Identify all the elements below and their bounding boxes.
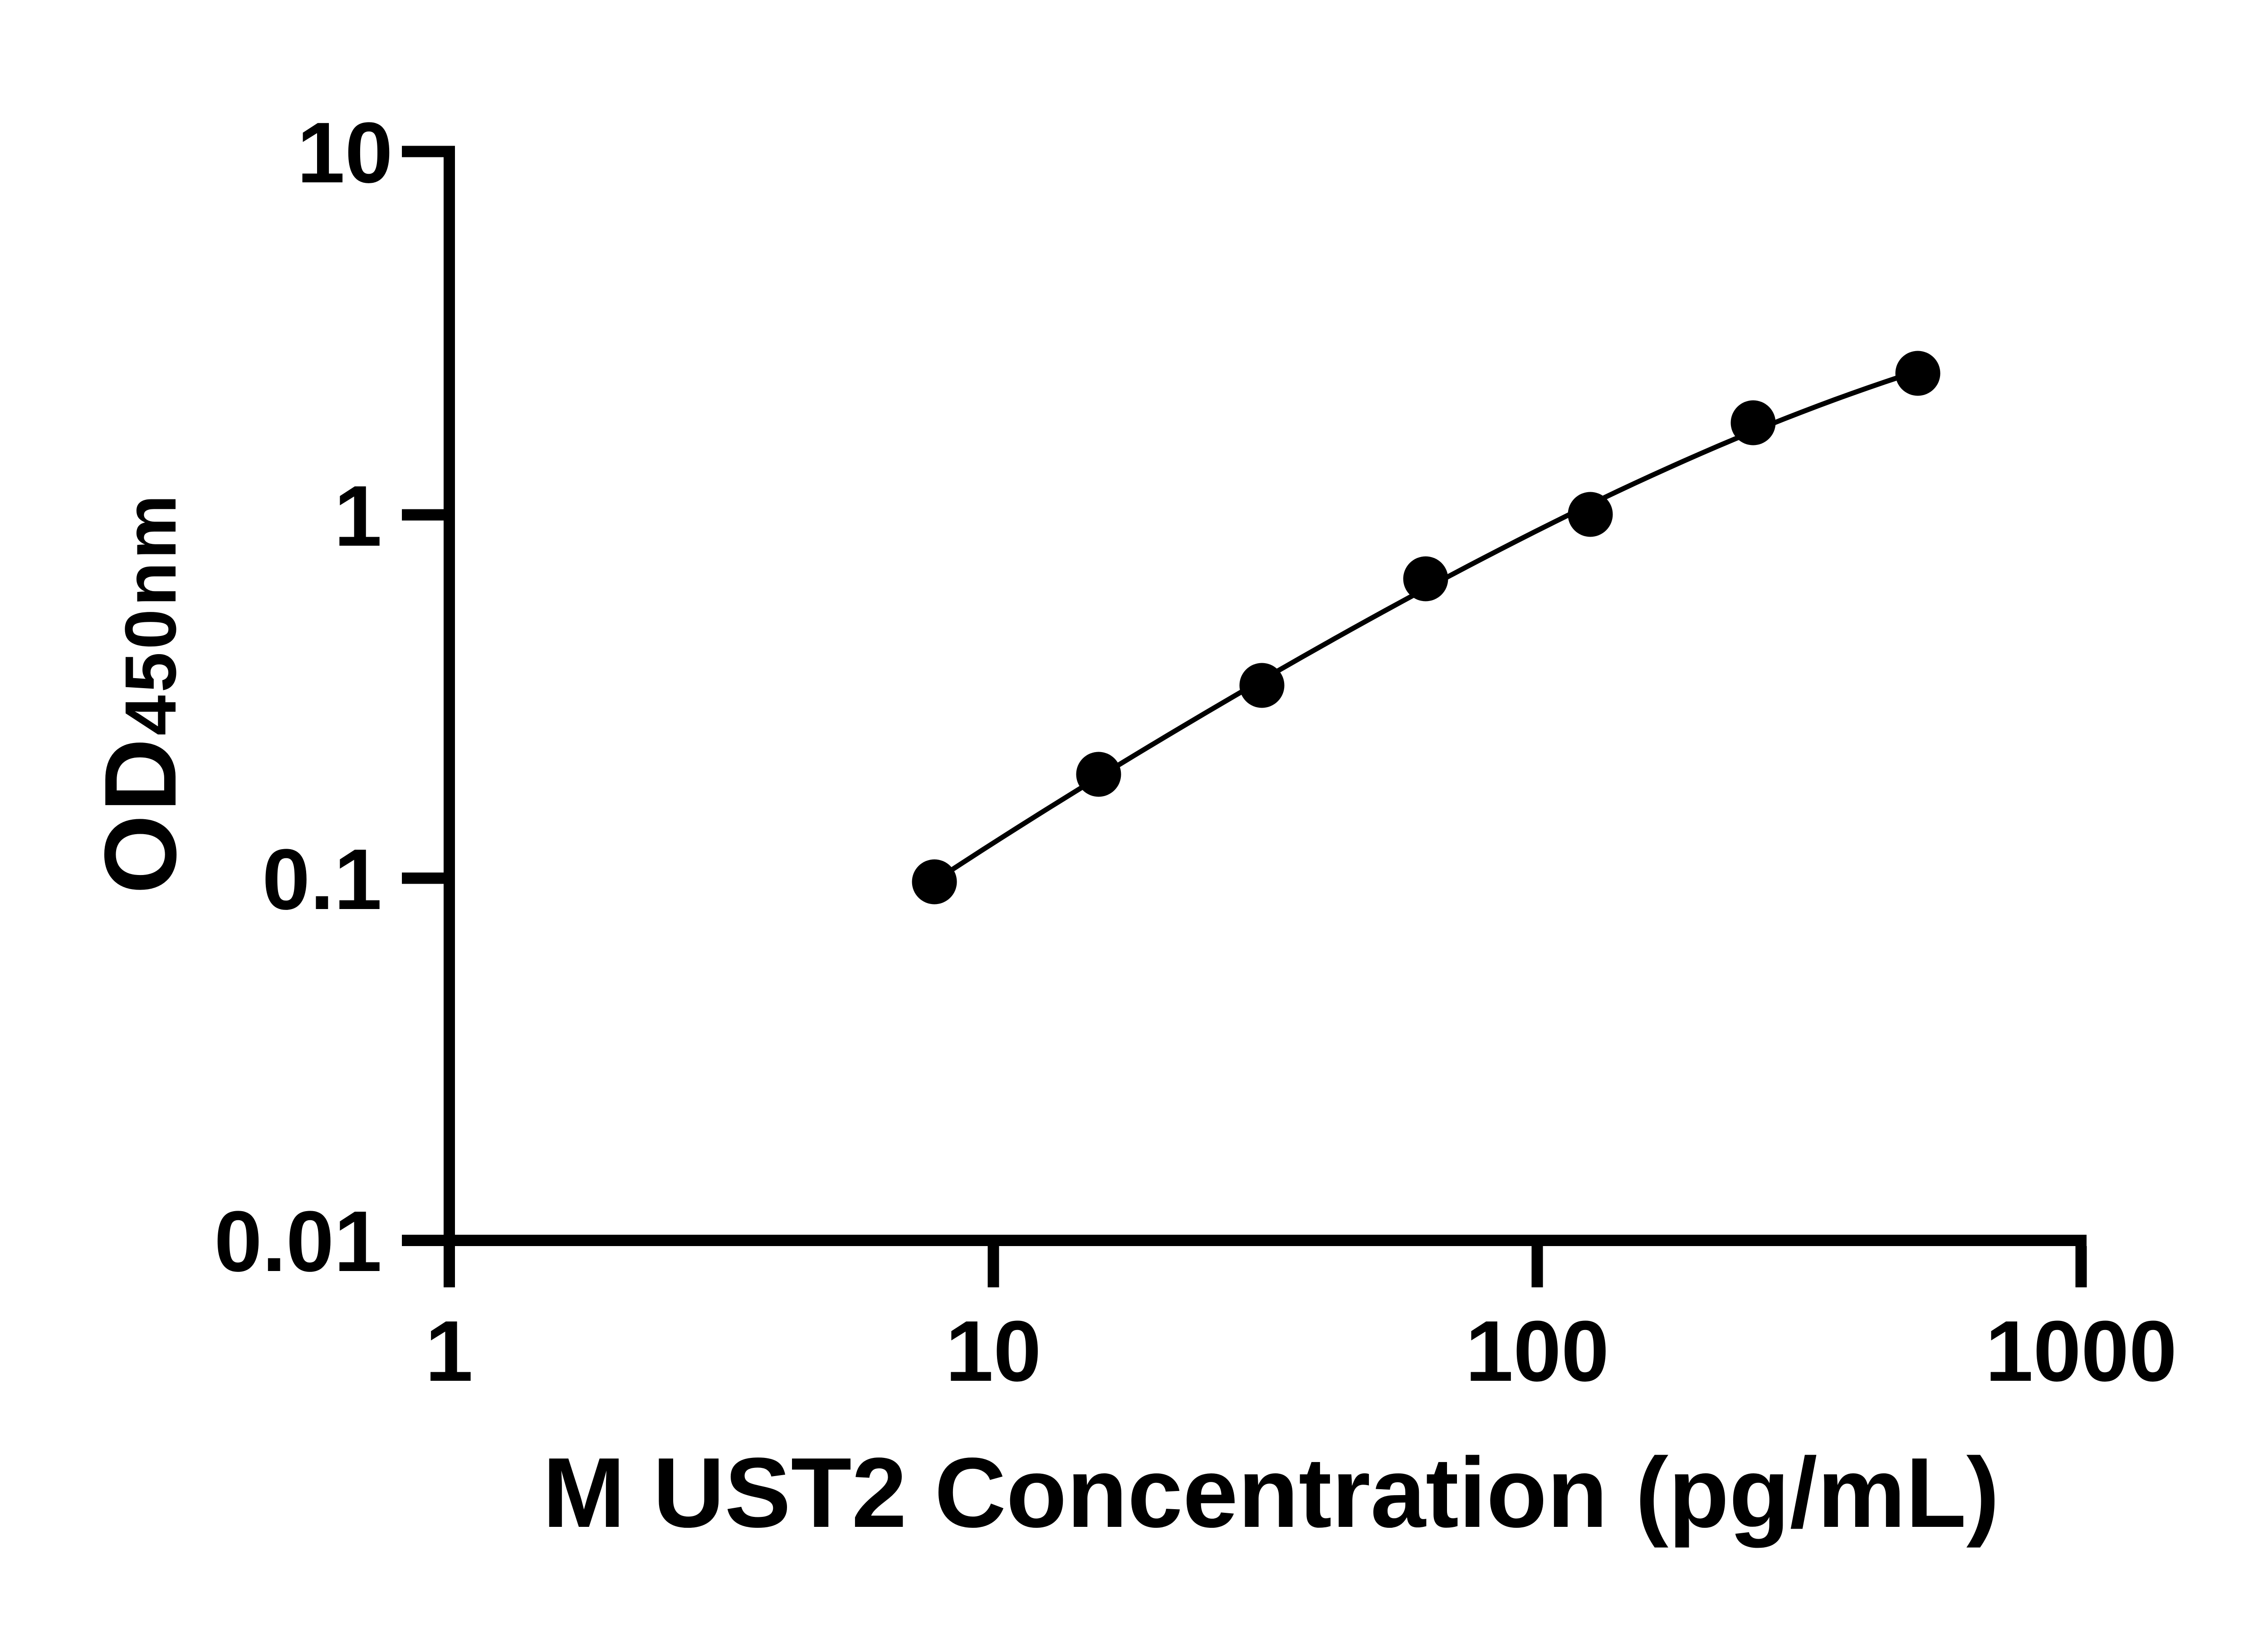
svg-text:0.1: 0.1 [262, 831, 382, 928]
svg-text:1000: 1000 [1985, 1303, 2177, 1399]
svg-text:1: 1 [334, 468, 382, 564]
svg-text:M UST2 Concentration (pg/mL): M UST2 Concentration (pg/mL) [543, 1437, 1999, 1548]
svg-text:100: 100 [1465, 1303, 1609, 1399]
svg-text:0.01: 0.01 [214, 1193, 382, 1290]
svg-text:OD450nm: OD450nm [83, 492, 197, 894]
svg-text:1: 1 [425, 1303, 473, 1399]
svg-text:10: 10 [945, 1303, 1041, 1399]
svg-text:10: 10 [297, 105, 393, 201]
